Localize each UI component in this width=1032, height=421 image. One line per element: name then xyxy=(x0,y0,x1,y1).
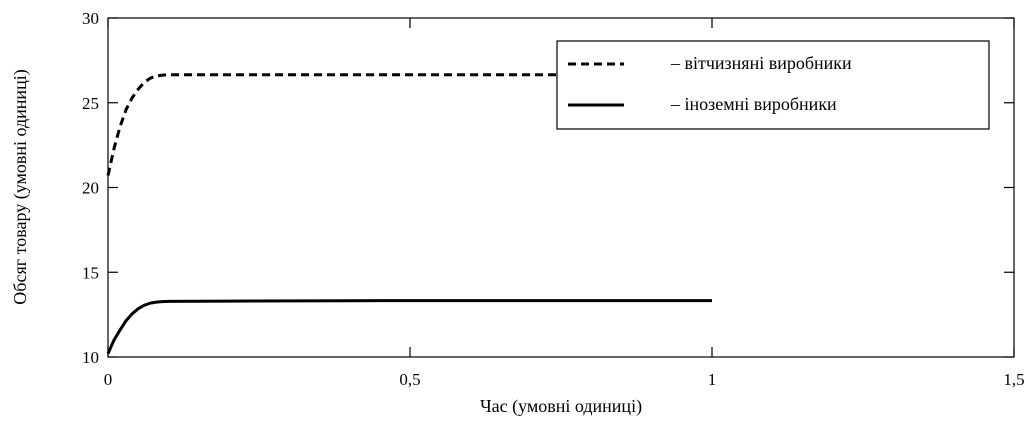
y-axis-ticks: 10 15 20 25 30 xyxy=(82,9,1014,367)
x-axis-label: Час (умовні одиниці) xyxy=(480,396,642,417)
x-tick-label: 0,5 xyxy=(399,370,420,389)
y-tick-label: 10 xyxy=(82,348,99,367)
legend-label-domestic: – вітчизняні виробники xyxy=(670,53,852,73)
y-tick-label: 25 xyxy=(82,94,99,113)
y-tick-label: 30 xyxy=(82,9,99,28)
x-tick-label: 1 xyxy=(708,370,717,389)
x-axis-ticks: 0 0,5 1 1,5 xyxy=(104,18,1025,389)
legend-label-foreign: – іноземні виробники xyxy=(670,94,837,114)
y-tick-label: 15 xyxy=(82,263,99,282)
legend-box xyxy=(556,40,990,130)
y-axis-label: Обсяг товару (умовні одиниці) xyxy=(10,69,31,304)
series-line-foreign xyxy=(106,299,712,355)
y-tick-label: 20 xyxy=(82,179,99,198)
x-tick-label: 0 xyxy=(104,370,113,389)
series-line-domestic xyxy=(106,73,712,176)
series-layer xyxy=(106,73,712,355)
x-tick-label: 1,5 xyxy=(1003,370,1024,389)
legend: – вітчизняні виробники – іноземні виробн… xyxy=(556,40,990,130)
